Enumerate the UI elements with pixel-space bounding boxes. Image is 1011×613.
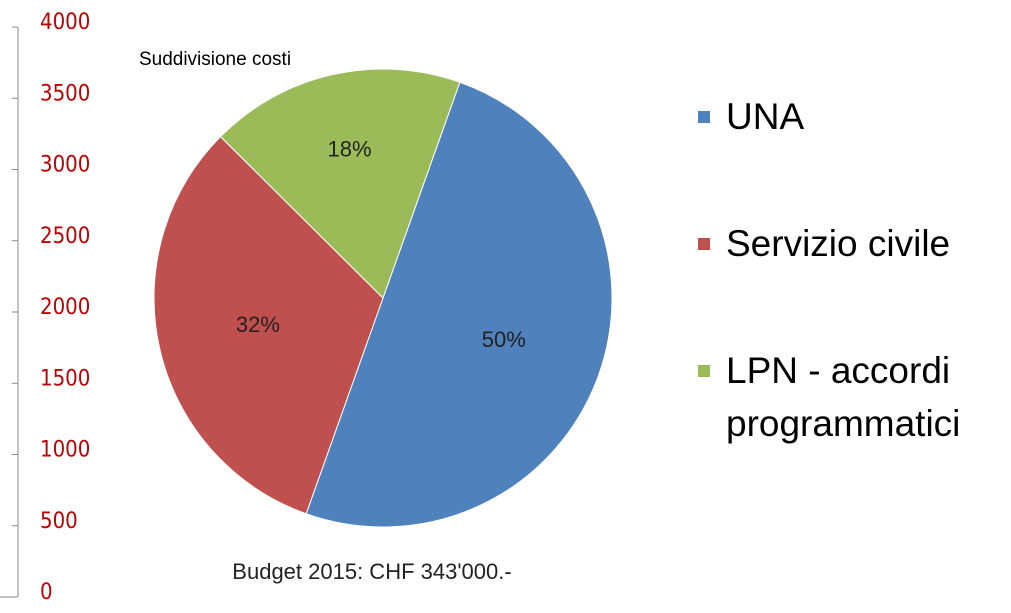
legend-item: UNA [690,90,1000,217]
data-label: 32% [236,312,280,337]
legend-label: Servizio civile [726,223,951,264]
y-tick-label: 3500 [40,81,90,106]
y-tick-label: 4000 [40,10,90,35]
y-tick-label: 3000 [40,153,90,178]
y-tick-label: 0 [40,580,53,605]
pie-slice [305,81,613,528]
y-tick-label: 2000 [40,295,90,320]
data-label: 18% [327,136,371,161]
y-tick-label: 1000 [40,438,90,463]
legend-item: LPN - accordi programmatici [690,344,1000,471]
legend-label: LPN - accordi programmatici [726,350,961,444]
chart-subtitle: Budget 2015: CHF 343'000.- [232,559,511,584]
data-label: 50% [482,327,526,352]
legend-swatch [698,111,710,123]
y-tick-label: 500 [40,509,78,534]
pie-slice [153,135,384,515]
legend-swatch [698,238,710,250]
legend: UNA Servizio civile LPN - accordi programm… [690,90,1000,471]
pie-slice [219,68,461,299]
legend-label: UNA [726,96,805,137]
legend-swatch [698,365,710,377]
y-tick-label: 2500 [40,224,90,249]
chart-title: Suddivisione costi [139,49,291,70]
legend-item: Servizio civile [690,217,1000,344]
y-tick-label: 1500 [40,366,90,391]
